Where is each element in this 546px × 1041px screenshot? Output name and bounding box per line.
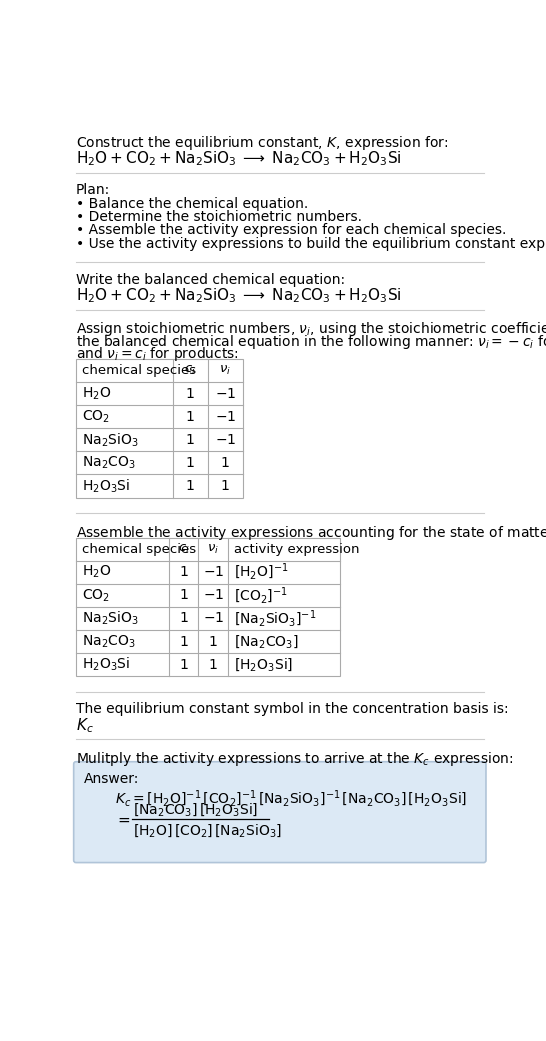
Text: 1: 1 — [179, 588, 188, 603]
Text: $c_i$: $c_i$ — [178, 542, 189, 556]
Text: $c_i$: $c_i$ — [185, 364, 196, 377]
Text: $K_c = [\mathrm{H_2O}]^{-1}\,[\mathrm{CO_2}]^{-1}\,[\mathrm{Na_2SiO_3}]^{-1}\,[\: $K_c = [\mathrm{H_2O}]^{-1}\,[\mathrm{CO… — [115, 789, 467, 809]
Text: Assemble the activity expressions accounting for the state of matter and $\nu_i$: Assemble the activity expressions accoun… — [76, 524, 546, 541]
Text: 1: 1 — [186, 479, 195, 493]
Text: 1: 1 — [186, 433, 195, 447]
Text: $\mathrm{H_2O_3Si}$: $\mathrm{H_2O_3Si}$ — [82, 478, 130, 494]
Text: • Use the activity expressions to build the equilibrium constant expression.: • Use the activity expressions to build … — [76, 236, 546, 251]
Text: $-1$: $-1$ — [215, 433, 236, 447]
Text: and $\nu_i = c_i$ for products:: and $\nu_i = c_i$ for products: — [76, 346, 239, 363]
Text: Plan:: Plan: — [76, 183, 110, 198]
Text: 1: 1 — [179, 565, 188, 579]
Text: chemical species: chemical species — [82, 364, 197, 377]
Text: $[\mathrm{CO_2}]^{-1}$: $[\mathrm{CO_2}]^{-1}$ — [234, 585, 288, 606]
Text: 1: 1 — [186, 456, 195, 469]
Text: • Determine the stoichiometric numbers.: • Determine the stoichiometric numbers. — [76, 210, 362, 225]
Text: $[\mathrm{H_2O_3Si}]$: $[\mathrm{H_2O_3Si}]$ — [234, 656, 293, 674]
Text: Construct the equilibrium constant, $K$, expression for:: Construct the equilibrium constant, $K$,… — [76, 134, 448, 152]
Text: $\mathrm{Na_2CO_3}$: $\mathrm{Na_2CO_3}$ — [82, 633, 136, 650]
Text: $1$: $1$ — [221, 479, 230, 493]
Text: $1$: $1$ — [221, 456, 230, 469]
Text: $-1$: $-1$ — [203, 565, 224, 579]
Text: 1: 1 — [186, 410, 195, 424]
Text: $[\mathrm{H_2O}]\,[\mathrm{CO_2}]\,[\mathrm{Na_2SiO_3}]$: $[\mathrm{H_2O}]\,[\mathrm{CO_2}]\,[\mat… — [133, 822, 282, 839]
Text: $[\mathrm{Na_2CO_3}]$: $[\mathrm{Na_2CO_3}]$ — [234, 633, 299, 650]
Text: $\mathrm{H_2O}$: $\mathrm{H_2O}$ — [82, 564, 111, 581]
Text: $-1$: $-1$ — [215, 386, 236, 401]
Text: $\mathrm{H_2O}$: $\mathrm{H_2O}$ — [82, 385, 111, 402]
Text: $\mathrm{CO_2}$: $\mathrm{CO_2}$ — [82, 408, 110, 425]
Text: $=$: $=$ — [115, 812, 131, 827]
Text: Mulitply the activity expressions to arrive at the $K_c$ expression:: Mulitply the activity expressions to arr… — [76, 751, 513, 768]
Text: $\nu_i$: $\nu_i$ — [207, 542, 219, 556]
Text: $[\mathrm{Na_2SiO_3}]^{-1}$: $[\mathrm{Na_2SiO_3}]^{-1}$ — [234, 608, 316, 629]
Text: $\mathrm{H_2O + CO_2 + Na_2SiO_3 \;\longrightarrow\; Na_2CO_3 + H_2O_3Si}$: $\mathrm{H_2O + CO_2 + Na_2SiO_3 \;\long… — [76, 286, 402, 305]
Text: 1: 1 — [179, 635, 188, 649]
Text: The equilibrium constant symbol in the concentration basis is:: The equilibrium constant symbol in the c… — [76, 703, 509, 716]
Text: 1: 1 — [186, 386, 195, 401]
Text: $[\mathrm{Na_2CO_3}]\,[\mathrm{H_2O_3Si}]$: $[\mathrm{Na_2CO_3}]\,[\mathrm{H_2O_3Si}… — [133, 802, 259, 818]
Text: $\mathrm{H_2O + CO_2 + Na_2SiO_3 \;\longrightarrow\; Na_2CO_3 + H_2O_3Si}$: $\mathrm{H_2O + CO_2 + Na_2SiO_3 \;\long… — [76, 150, 402, 169]
Text: $\mathrm{Na_2CO_3}$: $\mathrm{Na_2CO_3}$ — [82, 455, 136, 472]
Bar — [76, 359, 242, 498]
Text: the balanced chemical equation in the following manner: $\nu_i = -c_i$ for react: the balanced chemical equation in the fo… — [76, 333, 546, 351]
Text: • Balance the chemical equation.: • Balance the chemical equation. — [76, 198, 308, 211]
Text: $-1$: $-1$ — [203, 611, 224, 626]
Text: $K_c$: $K_c$ — [76, 716, 94, 735]
Text: Answer:: Answer: — [84, 771, 139, 786]
Text: Write the balanced chemical equation:: Write the balanced chemical equation: — [76, 273, 345, 286]
Text: $\mathrm{Na_2SiO_3}$: $\mathrm{Na_2SiO_3}$ — [82, 610, 139, 627]
Text: • Assemble the activity expression for each chemical species.: • Assemble the activity expression for e… — [76, 224, 506, 237]
FancyBboxPatch shape — [74, 762, 486, 863]
Text: chemical species: chemical species — [82, 542, 197, 556]
Text: $-1$: $-1$ — [203, 588, 224, 603]
Text: $1$: $1$ — [209, 658, 218, 671]
Text: $\mathrm{Na_2SiO_3}$: $\mathrm{Na_2SiO_3}$ — [82, 431, 139, 449]
Text: 1: 1 — [179, 611, 188, 626]
Text: $\mathrm{CO_2}$: $\mathrm{CO_2}$ — [82, 587, 110, 604]
Text: activity expression: activity expression — [234, 542, 360, 556]
Text: $\mathrm{H_2O_3Si}$: $\mathrm{H_2O_3Si}$ — [82, 656, 130, 674]
Text: Assign stoichiometric numbers, $\nu_i$, using the stoichiometric coefficients, $: Assign stoichiometric numbers, $\nu_i$, … — [76, 321, 546, 338]
Text: 1: 1 — [179, 658, 188, 671]
Text: $\nu_i$: $\nu_i$ — [219, 364, 231, 377]
Text: $[\mathrm{H_2O}]^{-1}$: $[\mathrm{H_2O}]^{-1}$ — [234, 562, 288, 583]
Text: $-1$: $-1$ — [215, 410, 236, 424]
Bar — [76, 537, 340, 677]
Text: $1$: $1$ — [209, 635, 218, 649]
